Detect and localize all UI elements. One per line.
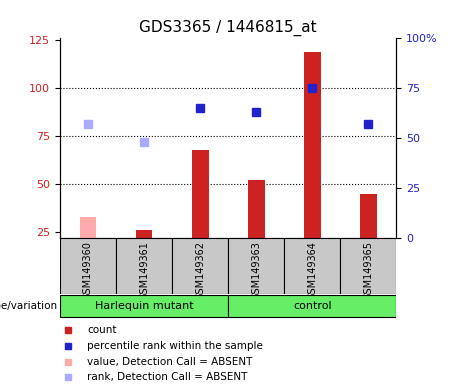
Text: GSM149360: GSM149360 (83, 241, 93, 300)
Text: genotype/variation: genotype/variation (0, 301, 57, 311)
Text: control: control (293, 301, 331, 311)
Text: rank, Detection Call = ABSENT: rank, Detection Call = ABSENT (88, 372, 248, 382)
Text: percentile rank within the sample: percentile rank within the sample (88, 341, 263, 351)
Bar (304, 52, 321, 238)
FancyBboxPatch shape (228, 295, 396, 318)
Text: GSM149362: GSM149362 (195, 241, 205, 300)
Text: GSM149365: GSM149365 (363, 241, 373, 300)
Bar (192, 150, 208, 238)
FancyBboxPatch shape (60, 238, 116, 294)
FancyBboxPatch shape (60, 295, 228, 318)
Text: GSM149363: GSM149363 (251, 241, 261, 300)
Title: GDS3365 / 1446815_at: GDS3365 / 1446815_at (139, 20, 317, 36)
Text: GSM149361: GSM149361 (139, 241, 149, 300)
FancyBboxPatch shape (228, 238, 284, 294)
FancyBboxPatch shape (284, 238, 340, 294)
Text: Harlequin mutant: Harlequin mutant (95, 301, 193, 311)
Bar (136, 230, 153, 238)
Bar (360, 194, 377, 238)
FancyBboxPatch shape (340, 238, 396, 294)
Bar (248, 180, 265, 238)
Text: value, Detection Call = ABSENT: value, Detection Call = ABSENT (88, 357, 253, 367)
Bar (80, 217, 96, 238)
FancyBboxPatch shape (172, 238, 228, 294)
Text: count: count (88, 326, 117, 336)
FancyBboxPatch shape (116, 238, 172, 294)
Text: GSM149364: GSM149364 (307, 241, 317, 300)
